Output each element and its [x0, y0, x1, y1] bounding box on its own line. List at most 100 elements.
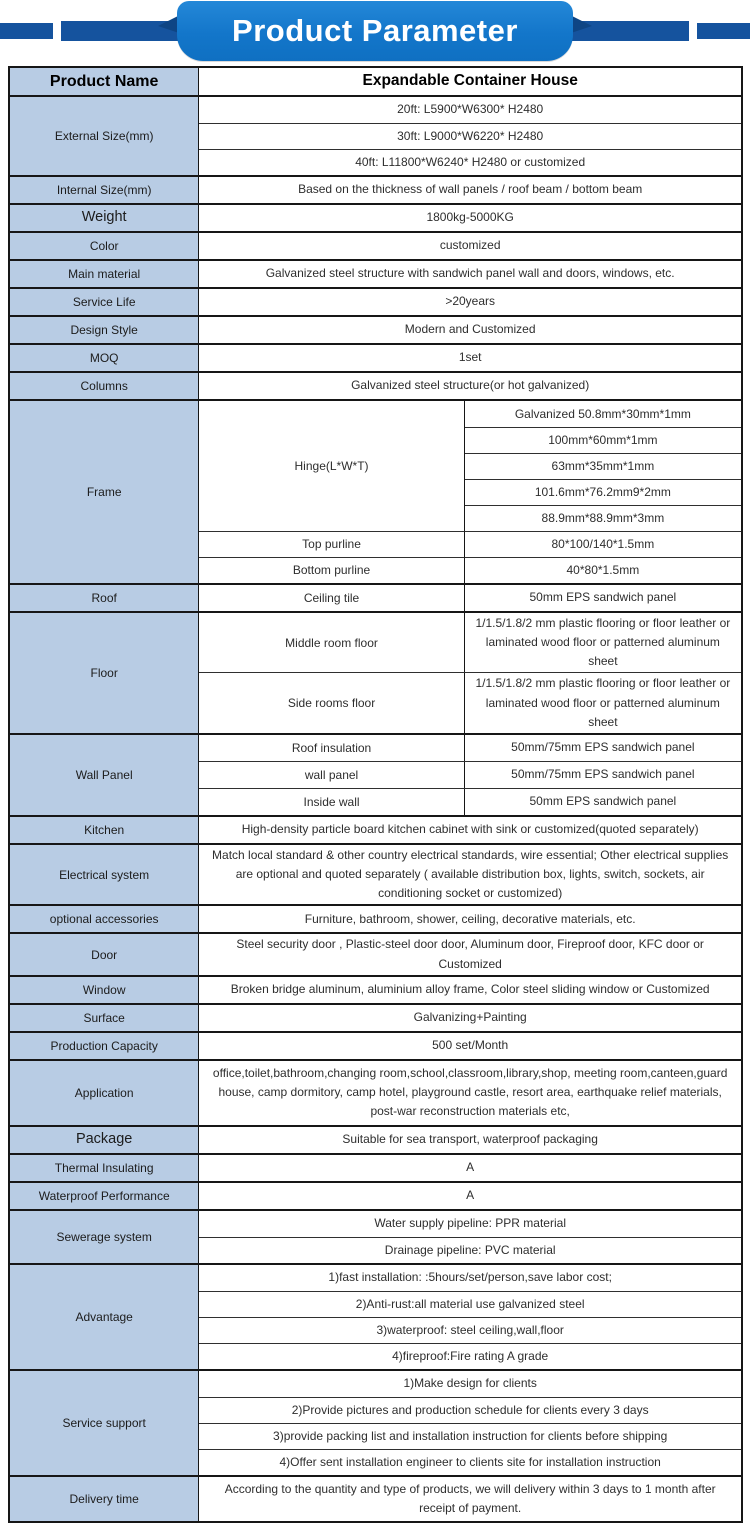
- row-value: Steel security door , Plastic-steel door…: [236, 937, 704, 971]
- table-row-advantage: Advantage 1)fast installation: :5hours/s…: [10, 1262, 741, 1369]
- sub-row-label: Ceiling tile: [199, 584, 465, 611]
- row-label: Delivery time: [10, 1476, 200, 1521]
- table-row-optional-accessories: optional accessories Furniture, bathroom…: [10, 904, 741, 933]
- row-value: 2)Anti-rust:all material use galvanized …: [199, 1290, 741, 1317]
- table-row-sewerage-system: Sewerage system Water supply pipeline: P…: [10, 1208, 741, 1263]
- row-value: 4)fireproof:Fire rating A grade: [199, 1342, 741, 1369]
- banner: Product Parameter: [0, 0, 750, 64]
- sub-row-value: 1/1.5/1.8/2 mm plastic flooring or floor…: [475, 615, 731, 669]
- sub-row-value: 50mm EPS sandwich panel: [529, 590, 677, 605]
- row-value: 2)Provide pictures and production schedu…: [199, 1396, 741, 1423]
- row-label: Advantage: [10, 1264, 200, 1369]
- row-label: Service support: [10, 1370, 200, 1475]
- table-row-frame: Frame Hinge(L*W*T) Galvanized 50.8mm*30m…: [10, 398, 741, 583]
- row-label: Thermal Insulating: [10, 1154, 200, 1181]
- row-value: 4)Offer sent installation engineer to cl…: [199, 1448, 741, 1475]
- table-row-design-style: Design Style Modern and Customized: [10, 314, 741, 343]
- row-value: A: [466, 1160, 475, 1175]
- row-label: Kitchen: [10, 816, 200, 843]
- row-label: Waterproof Performance: [10, 1182, 200, 1209]
- table-row-package: Package Suitable for sea transport, wate…: [10, 1124, 741, 1153]
- banner-bar-left-outer: [0, 23, 53, 39]
- row-label: Frame: [10, 400, 200, 583]
- row-label: Application: [10, 1060, 200, 1125]
- page-title: Product Parameter: [232, 13, 518, 48]
- table-row-internal-size: Internal Size(mm) Based on the thickness…: [10, 174, 741, 203]
- sub-row-label: Side rooms floor: [199, 673, 465, 733]
- frame-purline-value: 40*80*1.5mm: [464, 556, 741, 583]
- row-value: High-density particle board kitchen cabi…: [241, 822, 699, 837]
- table-row-external-size: External Size(mm) 20ft: L5900*W6300* H24…: [10, 94, 741, 175]
- row-value: 3)waterproof: steel ceiling,wall,floor: [199, 1316, 741, 1343]
- row-label: Sewerage system: [10, 1210, 200, 1263]
- table-row-application: Application office,toilet,bathroom,chang…: [10, 1058, 741, 1125]
- row-value: Galvanizing+Painting: [413, 1010, 527, 1025]
- sub-row: Ceiling tile 50mm EPS sandwich panel: [199, 584, 741, 611]
- row-label: Columns: [10, 372, 200, 399]
- frame-purline-label: Bottom purline: [199, 556, 465, 583]
- row-label: Wall Panel: [10, 734, 200, 815]
- row-label: Electrical system: [10, 844, 200, 905]
- spec-table: Product Name Expandable Container House …: [8, 66, 743, 1523]
- row-value: >20years: [445, 294, 496, 309]
- sub-row-label: Roof insulation: [199, 734, 465, 761]
- table-row-moq: MOQ 1set: [10, 342, 741, 371]
- row-label: Main material: [10, 260, 200, 287]
- row-label: Roof: [10, 584, 200, 611]
- sub-row: wall panel 50mm/75mm EPS sandwich panel: [199, 760, 741, 788]
- table-row-color: Color customized: [10, 230, 741, 259]
- row-value: 20ft: L5900*W6300* H2480: [397, 102, 544, 117]
- table-row-window: Window Broken bridge aluminum, aluminium…: [10, 974, 741, 1003]
- row-label: Surface: [10, 1004, 200, 1031]
- sub-row-value: 1/1.5/1.8/2 mm plastic flooring or floor…: [475, 676, 731, 729]
- sub-row-value: 50mm/75mm EPS sandwich panel: [511, 740, 695, 755]
- frame-hinge-label: Hinge(L*W*T): [199, 400, 465, 531]
- table-row-weight: Weight 1800kg-5000KG: [10, 202, 741, 231]
- frame-hinge-value: 101.6mm*76.2mm9*2mm: [464, 478, 741, 505]
- sub-row: Side rooms floor 1/1.5/1.8/2 mm plastic …: [199, 672, 741, 733]
- row-label: MOQ: [10, 344, 200, 371]
- table-row-thermal-insulating: Thermal Insulating A: [10, 1152, 741, 1181]
- row-value: Water supply pipeline: PPR material: [374, 1216, 566, 1231]
- table-row-floor: Floor Middle room floor 1/1.5/1.8/2 mm p…: [10, 610, 741, 733]
- table-row-product-name: Product Name Expandable Container House: [10, 68, 741, 95]
- sub-row: Roof insulation 50mm/75mm EPS sandwich p…: [199, 734, 741, 761]
- frame-purline-label: Top purline: [199, 530, 465, 557]
- frame-subtable: Hinge(L*W*T) Galvanized 50.8mm*30mm*1mm …: [199, 400, 741, 583]
- sub-row: Middle room floor 1/1.5/1.8/2 mm plastic…: [199, 612, 741, 673]
- row-label: Package: [10, 1126, 200, 1153]
- row-value: Based on the thickness of wall panels / …: [298, 182, 643, 197]
- row-value: 40ft: L11800*W6240* H2480 or customized: [199, 148, 741, 175]
- row-label: Design Style: [10, 316, 200, 343]
- row-value: 1800kg-5000KG: [426, 210, 514, 225]
- row-label: External Size(mm): [10, 96, 200, 175]
- table-row-waterproof-performance: Waterproof Performance A: [10, 1180, 741, 1209]
- row-value: office,toilet,bathroom,changing room,sch…: [212, 1066, 728, 1119]
- table-row-service-support: Service support 1)Make design for client…: [10, 1368, 741, 1475]
- frame-purline-value: 80*100/140*1.5mm: [464, 530, 741, 557]
- table-row-roof: Roof Ceiling tile 50mm EPS sandwich pane…: [10, 582, 741, 611]
- banner-ribbon: Product Parameter: [177, 1, 573, 61]
- row-value: 500 set/Month: [432, 1038, 509, 1053]
- row-value: 3)provide packing list and installation …: [199, 1422, 741, 1449]
- row-value: Expandable Container House: [362, 72, 578, 89]
- row-label: Floor: [10, 612, 200, 733]
- table-row-delivery-time: Delivery time According to the quantity …: [10, 1474, 741, 1521]
- row-value: Drainage pipeline: PVC material: [199, 1236, 741, 1263]
- row-value: 30ft: L9000*W6220* H2480: [199, 122, 741, 149]
- row-label: Internal Size(mm): [10, 176, 200, 203]
- frame-hinge-value: 88.9mm*88.9mm*3mm: [464, 504, 741, 531]
- row-label: Production Capacity: [10, 1032, 200, 1059]
- row-label: Color: [10, 232, 200, 259]
- table-row-service-life: Service Life >20years: [10, 286, 741, 315]
- table-row-wall-panel: Wall Panel Roof insulation 50mm/75mm EPS…: [10, 732, 741, 815]
- table-row-door: Door Steel security door , Plastic-steel…: [10, 932, 741, 975]
- sub-row-label: wall panel: [199, 761, 465, 788]
- table-row-surface: Surface Galvanizing+Painting: [10, 1002, 741, 1031]
- table-row-electrical-system: Electrical system Match local standard &…: [10, 842, 741, 905]
- sub-row-label: Inside wall: [199, 788, 465, 815]
- sub-row: Inside wall 50mm EPS sandwich panel: [199, 787, 741, 815]
- row-label: Door: [10, 934, 200, 975]
- row-value: 1)Make design for clients: [403, 1376, 537, 1391]
